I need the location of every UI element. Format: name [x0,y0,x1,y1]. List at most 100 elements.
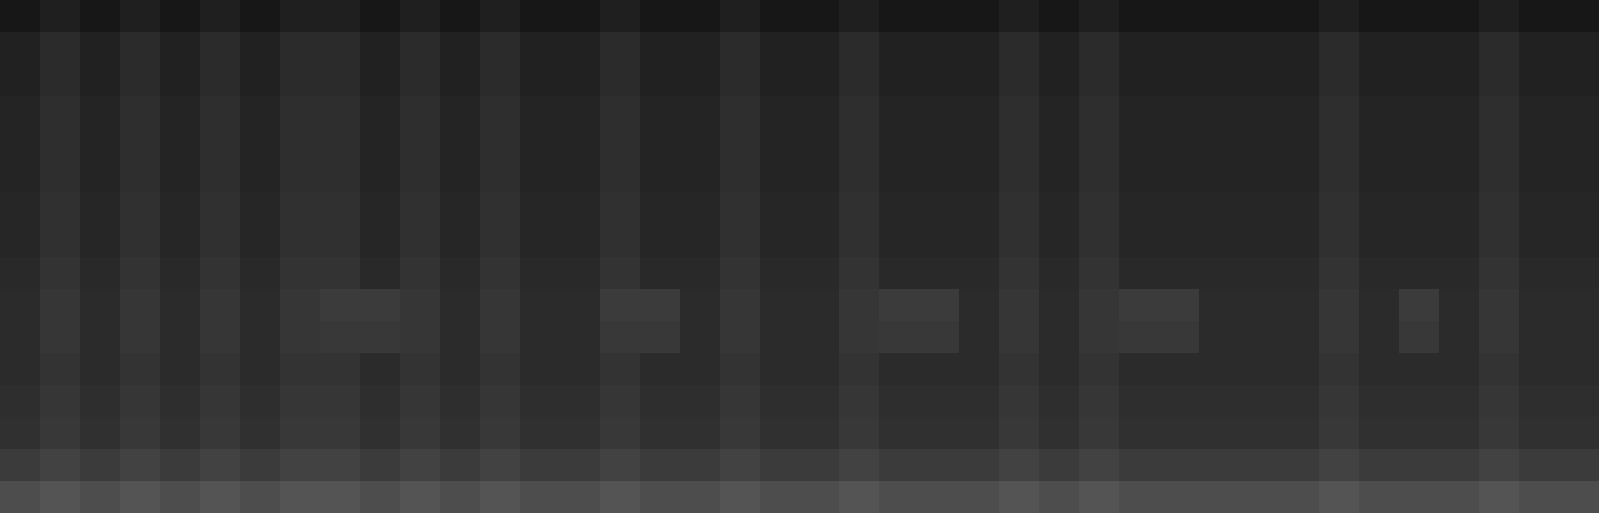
cell [760,128,801,161]
cell [1519,481,1560,513]
cell [520,353,561,386]
cell [919,257,960,290]
cell [1399,224,1440,257]
cell [320,449,361,482]
cell [1439,449,1480,482]
cell [680,160,721,193]
cell [360,449,401,482]
cell [1119,257,1160,290]
cell [120,481,161,513]
cell [320,128,361,161]
cell [120,224,161,257]
cell [1479,64,1520,97]
cell [999,353,1040,386]
cell [1119,64,1160,97]
cell [40,289,81,322]
cell [1199,449,1240,482]
cell [879,64,920,97]
cell [1399,353,1440,386]
cell [1199,321,1240,354]
cell [1479,385,1520,418]
cell [1239,481,1280,513]
cell [919,160,960,193]
cell [1239,0,1280,33]
cell [999,289,1040,322]
cell [480,289,521,322]
cell [680,449,721,482]
cells [0,0,1599,513]
cell [999,385,1040,418]
cell [1119,353,1160,386]
cell [200,353,241,386]
cell [1399,289,1440,322]
cell [640,353,681,386]
cell [1039,160,1080,193]
cell [240,224,281,257]
cell [1359,481,1400,513]
cell [1199,257,1240,290]
cell [160,385,201,418]
cell [1039,481,1080,513]
cell [1039,192,1080,225]
cell [360,385,401,418]
cell [1319,257,1360,290]
cell [1119,224,1160,257]
cell [200,64,241,97]
cell [280,160,321,193]
cell [360,353,401,386]
cell [440,64,481,97]
cell [720,417,761,450]
cell [1519,64,1560,97]
cell [1359,128,1400,161]
cell [1519,192,1560,225]
cell [1119,449,1160,482]
cell [120,385,161,418]
cell [760,224,801,257]
cell [360,128,401,161]
cell [400,449,441,482]
cell [1519,96,1560,129]
cell [320,0,361,33]
cell [919,224,960,257]
cell [480,64,521,97]
cell [680,0,721,33]
cell [999,32,1040,65]
cell [0,321,41,354]
cell [320,32,361,65]
cell [1279,481,1320,513]
cell [680,257,721,290]
cell [1479,32,1520,65]
cell [1239,96,1280,129]
cell [1159,449,1200,482]
cell [1159,289,1200,322]
cell [879,481,920,513]
cell [1359,96,1400,129]
cell [0,160,41,193]
cell [1199,417,1240,450]
background [0,0,1599,513]
cell [1159,0,1200,33]
cell [320,353,361,386]
cell [320,224,361,257]
cell [280,417,321,450]
cell [600,64,641,97]
cell [1079,0,1120,33]
cell [80,64,121,97]
cell [800,353,841,386]
cell [800,0,841,33]
cell [919,449,960,482]
cell [760,353,801,386]
cell [959,385,1000,418]
cell [1239,128,1280,161]
cell [1279,192,1320,225]
cell [520,449,561,482]
cell [839,32,880,65]
cell [1359,385,1400,418]
cell [760,32,801,65]
cell [520,289,561,322]
cell [160,160,201,193]
cell [40,321,81,354]
cell [680,481,721,513]
cell [919,321,960,354]
cell [520,96,561,129]
